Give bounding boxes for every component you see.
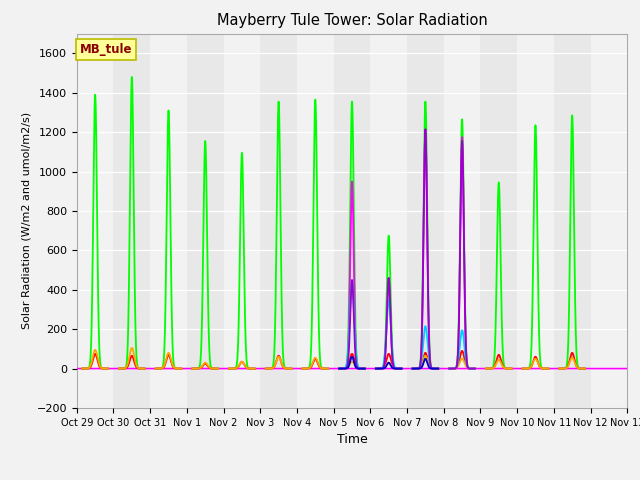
Bar [444,34,481,408]
Bar [77,34,113,408]
Y-axis label: Solar Radiation (W/m2 and umol/m2/s): Solar Radiation (W/m2 and umol/m2/s) [21,112,31,329]
X-axis label: Time: Time [337,433,367,446]
Bar [150,34,187,408]
Bar [297,34,333,408]
Bar [223,34,260,408]
Bar [517,34,554,408]
Bar [371,34,407,408]
Title: Mayberry Tule Tower: Solar Radiation: Mayberry Tule Tower: Solar Radiation [216,13,488,28]
Text: MB_tule: MB_tule [79,43,132,56]
Bar [591,34,627,408]
